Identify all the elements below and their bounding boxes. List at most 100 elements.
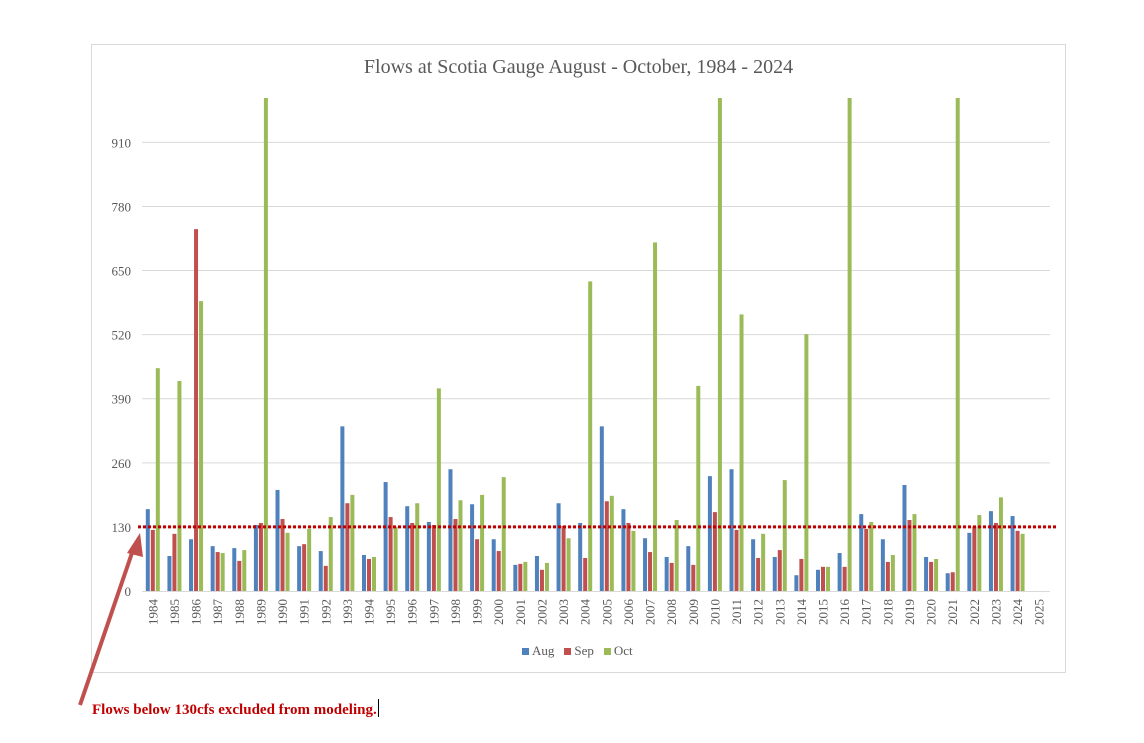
bar-aug-1999 bbox=[470, 504, 475, 591]
bar-sep-2001 bbox=[518, 563, 523, 591]
bar-oct-1993 bbox=[350, 494, 355, 591]
arrow-head bbox=[127, 533, 143, 557]
x-axis-labels: 1984 1985 1986 1987 1988 1989 1990 1991 1992 1993… bbox=[145, 599, 1046, 626]
bar-aug-1986 bbox=[189, 539, 194, 591]
y-axis-labels: 0 130 260 390 520 650 780 910 bbox=[112, 135, 132, 599]
bar-sep-2018 bbox=[885, 561, 890, 591]
legend-swatch-sep bbox=[564, 647, 572, 655]
y-tick-label: 260 bbox=[112, 456, 132, 471]
y-tick-label: 0 bbox=[125, 584, 132, 599]
x-tick-label: 2011 bbox=[729, 599, 744, 625]
bar-aug-2021 bbox=[945, 573, 950, 591]
x-tick-label: 1996 bbox=[405, 599, 420, 626]
bar-sep-2016 bbox=[842, 566, 847, 591]
legend-swatch-aug bbox=[522, 647, 529, 655]
bar-sep-2012 bbox=[756, 557, 761, 591]
bar-oct-1996 bbox=[415, 503, 420, 591]
bar-oct-1987 bbox=[220, 553, 225, 591]
bar-aug-2003 bbox=[556, 503, 561, 591]
legend-label-aug: Aug bbox=[532, 643, 555, 658]
chart-title: Flows at Scotia Gauge August - October, … bbox=[363, 56, 794, 78]
x-tick-label: 1992 bbox=[318, 599, 333, 625]
bar-oct-2012 bbox=[761, 533, 766, 591]
x-tick-label: 2000 bbox=[491, 599, 506, 625]
bar-oct-1995 bbox=[393, 526, 398, 591]
x-tick-label: 1999 bbox=[470, 599, 485, 625]
bar-aug-1984 bbox=[145, 509, 150, 591]
x-tick-label: 2024 bbox=[1010, 599, 1025, 626]
bar-oct-2009 bbox=[696, 385, 701, 591]
bar-sep-1994 bbox=[367, 558, 371, 591]
x-tick-label: 2025 bbox=[1032, 599, 1047, 625]
bar-aug-1991 bbox=[297, 546, 302, 591]
x-tick-label: 1987 bbox=[210, 599, 225, 626]
bar-oct-1988 bbox=[242, 550, 247, 591]
bar-sep-2013 bbox=[777, 550, 782, 591]
legend-item-oct: Oct bbox=[603, 643, 633, 659]
bar-oct-2015 bbox=[826, 566, 830, 591]
bar-oct-2019 bbox=[912, 514, 917, 591]
bar-oct-1990 bbox=[285, 532, 290, 591]
x-tick-label: 2018 bbox=[880, 599, 895, 625]
bar-aug-2013 bbox=[772, 556, 777, 591]
bar-oct-1986 bbox=[199, 301, 204, 591]
bar-aug-2024 bbox=[1010, 516, 1015, 591]
bar-sep-2004 bbox=[583, 557, 588, 591]
y-tick-label: 780 bbox=[112, 199, 132, 214]
arrow-shaft bbox=[78, 549, 135, 706]
bar-aug-2022 bbox=[967, 532, 972, 591]
bar-sep-2010 bbox=[712, 512, 717, 591]
bar-aug-2017 bbox=[859, 514, 864, 591]
bar-sep-2008 bbox=[669, 562, 674, 591]
annotation-text[interactable]: Flows below 130cfs excluded from modelin… bbox=[92, 699, 379, 719]
x-tick-label: 1994 bbox=[362, 599, 377, 626]
x-tick-label: 2006 bbox=[621, 599, 636, 626]
bar-sep-1984 bbox=[150, 529, 155, 591]
legend-label-sep: Sep bbox=[574, 643, 594, 658]
bar-oct-2014 bbox=[804, 334, 809, 591]
bar-sep-2002 bbox=[539, 569, 544, 591]
bar-aug-1997 bbox=[426, 521, 431, 591]
x-tick-label: 1990 bbox=[275, 599, 290, 625]
bar-aug-2019 bbox=[902, 485, 907, 591]
bar-aug-2015 bbox=[816, 569, 820, 591]
x-tick-label: 1995 bbox=[383, 599, 398, 625]
bar-aug-2002 bbox=[534, 555, 539, 591]
x-tick-label: 2012 bbox=[751, 599, 766, 625]
bar-oct-2001 bbox=[523, 561, 528, 591]
bar-aug-1989 bbox=[253, 524, 258, 591]
bar-oct-2016 bbox=[847, 98, 852, 591]
bar-aug-2020 bbox=[924, 556, 929, 591]
bar-sep-2020 bbox=[929, 561, 934, 591]
bar-aug-1993 bbox=[340, 426, 345, 591]
bar-oct-2013 bbox=[782, 480, 787, 591]
bar-aug-1990 bbox=[275, 489, 280, 591]
x-tick-label: 2008 bbox=[664, 599, 679, 625]
bar-sep-1985 bbox=[172, 533, 177, 591]
bar-oct-2008 bbox=[674, 520, 679, 591]
bar-sep-2017 bbox=[864, 528, 869, 591]
bar-aug-1985 bbox=[167, 555, 172, 591]
x-tick-label: 1997 bbox=[426, 599, 441, 626]
x-tick-label: 2017 bbox=[859, 599, 874, 626]
bar-oct-2023 bbox=[998, 497, 1003, 591]
bar-oct-2007 bbox=[653, 242, 658, 591]
bar-oct-2011 bbox=[739, 314, 744, 591]
x-tick-label: 1989 bbox=[253, 599, 268, 625]
x-tick-label: 2015 bbox=[816, 599, 831, 625]
x-tick-label: 2004 bbox=[578, 599, 593, 626]
bar-aug-2004 bbox=[578, 522, 583, 591]
bar-oct-2021 bbox=[955, 98, 960, 591]
bar-sep-2003 bbox=[561, 525, 566, 591]
bar-oct-2000 bbox=[501, 477, 506, 591]
bar-sep-2024 bbox=[1015, 530, 1020, 591]
x-tick-label: 1984 bbox=[145, 599, 160, 626]
bar-sep-1987 bbox=[215, 552, 220, 591]
bar-aug-2007 bbox=[643, 538, 648, 591]
annotation-label: Flows below 130cfs excluded from modelin… bbox=[92, 702, 377, 718]
bar-oct-2002 bbox=[544, 562, 549, 591]
bar-oct-1989 bbox=[263, 98, 268, 591]
bar-aug-1994 bbox=[362, 555, 366, 591]
bar-aug-2006 bbox=[621, 509, 626, 591]
